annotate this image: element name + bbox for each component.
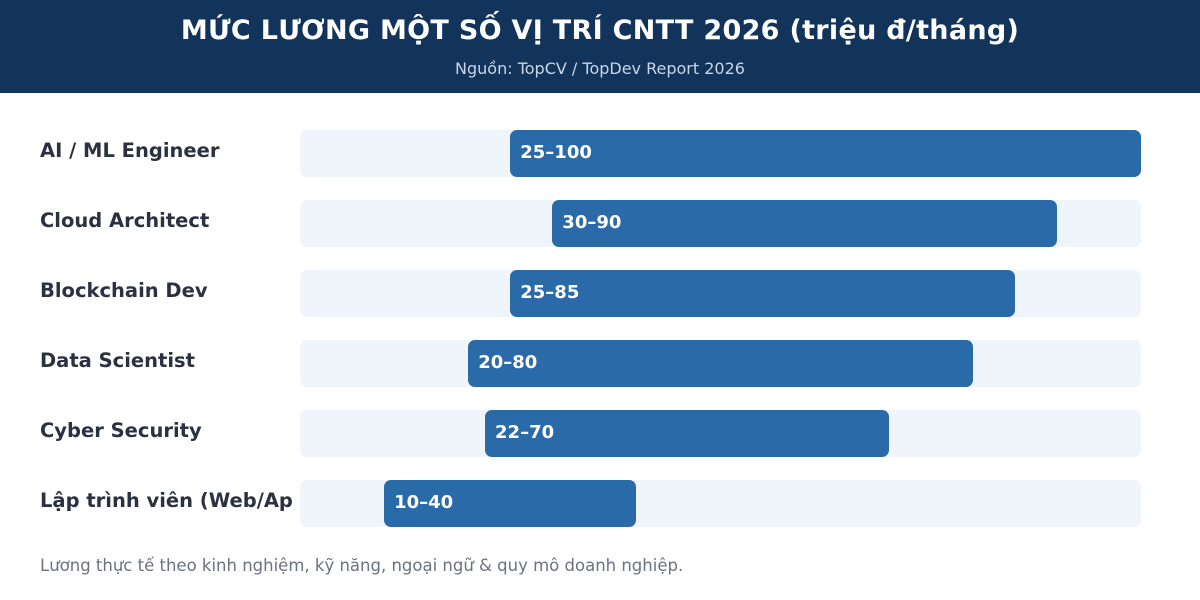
chart-header: MỨC LƯƠNG MỘT SỐ VỊ TRÍ CNTT 2026 (triệu… [0, 0, 1200, 93]
bar-row: Blockchain Dev 25–85 [0, 270, 1200, 317]
range-value-label: 22–70 [495, 422, 555, 443]
salary-range-bar: 25–85 [510, 270, 1015, 317]
salary-range-bar: 30–90 [552, 200, 1057, 247]
range-value-label: 30–90 [562, 212, 622, 233]
range-value-label: 25–85 [520, 282, 580, 303]
salary-range-bar: 22–70 [485, 410, 889, 457]
bar-row: Cloud Architect 30–90 [0, 200, 1200, 247]
bar-track: 30–90 [300, 200, 1141, 247]
salary-range-bar: 25–100 [510, 130, 1141, 177]
bar-row: Lập trình viên (Web/Ap 10–40 [0, 480, 1200, 527]
chart-subtitle: Nguồn: TopCV / TopDev Report 2026 [455, 59, 745, 78]
salary-range-bar: 20–80 [468, 340, 973, 387]
bar-row: AI / ML Engineer 25–100 [0, 130, 1200, 177]
category-label: AI / ML Engineer [40, 139, 220, 162]
chart-title: MỨC LƯƠNG MỘT SỐ VỊ TRÍ CNTT 2026 (triệu… [180, 15, 1020, 46]
bar-track: 10–40 [300, 480, 1141, 527]
bar-track: 25–85 [300, 270, 1141, 317]
bar-row: Data Scientist 20–80 [0, 340, 1200, 387]
category-label: Blockchain Dev [40, 279, 208, 302]
salary-range-bar: 10–40 [384, 480, 637, 527]
category-label: Cloud Architect [40, 209, 210, 232]
bar-track: 22–70 [300, 410, 1141, 457]
bar-track: 20–80 [300, 340, 1141, 387]
range-value-label: 20–80 [478, 352, 538, 373]
range-value-label: 10–40 [394, 492, 454, 513]
range-value-label: 25–100 [520, 142, 592, 163]
chart-footnote: Lương thực tế theo kinh nghiệm, kỹ năng,… [40, 556, 684, 575]
category-label: Cyber Security [40, 419, 202, 442]
category-label: Data Scientist [40, 349, 195, 372]
category-label: Lập trình viên (Web/Ap [40, 489, 293, 512]
bar-row: Cyber Security 22–70 [0, 410, 1200, 457]
bar-track: 25–100 [300, 130, 1141, 177]
